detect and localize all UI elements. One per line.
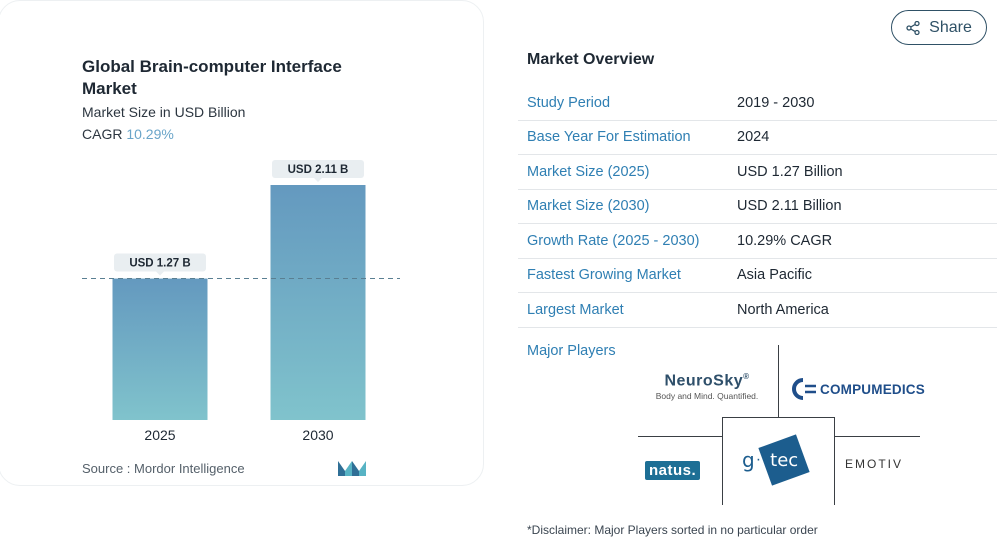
chart-subtitle: Market Size in USD Billion	[82, 104, 246, 120]
neurosky-name: NeuroSky	[664, 372, 744, 390]
x-tick-label: 2030	[302, 427, 333, 443]
data-label: USD 1.27 B	[129, 258, 190, 270]
overview-row-label: Market Size (2025)	[527, 163, 650, 180]
overview-row-label: Largest Market	[527, 301, 624, 318]
grid-divider	[778, 345, 779, 417]
gtec-g: g	[742, 448, 755, 472]
data-label: USD 2.11 B	[288, 164, 349, 176]
overview-row-value: USD 1.27 Billion	[737, 163, 843, 180]
overview-row: Largest Market North America	[518, 293, 997, 328]
overview-row-value: Asia Pacific	[737, 267, 812, 284]
share-label: Share	[929, 18, 972, 36]
overview-row-label: Study Period	[527, 94, 611, 111]
overview-row-value: 2019 - 2030	[737, 94, 815, 111]
mordor-intelligence-logo	[338, 461, 366, 476]
major-players-grid	[638, 345, 920, 505]
bar-2025	[112, 278, 208, 420]
cagr-label: CAGR	[82, 126, 123, 142]
compumedics-mark-icon	[792, 378, 816, 400]
neurosky-logo: NeuroSky® Body and Mind. Quantified.	[648, 372, 766, 401]
emotiv-logo: EMOTIV	[845, 457, 904, 471]
grid-divider	[638, 436, 722, 437]
overview-row-value: North America	[737, 301, 829, 318]
bar-chart: USD 1.27 B 2025 USD 2.11 B 2030	[82, 160, 400, 443]
compumedics-name: COMPUMEDICS	[820, 381, 925, 397]
overview-row-label: Base Year For Estimation	[527, 129, 691, 146]
natus-logo: natus.	[645, 461, 701, 480]
bar-2030	[270, 185, 366, 420]
overview-row: Market Size (2025) USD 1.27 Billion	[518, 155, 997, 190]
overview-row: Growth Rate (2025 - 2030) 10.29% CAGR	[518, 224, 997, 259]
overview-row-label: Growth Rate (2025 - 2030)	[527, 232, 700, 249]
overview-row-value: USD 2.11 Billion	[737, 198, 842, 215]
grid-divider	[834, 436, 920, 437]
major-players-label: Major Players	[527, 343, 616, 359]
grid-divider	[722, 417, 723, 505]
x-tick-label: 2025	[144, 427, 175, 443]
overview-row: Fastest Growing Market Asia Pacific	[518, 259, 997, 293]
data-label-pointer	[156, 271, 164, 276]
share-button[interactable]: Share	[891, 10, 987, 45]
overview-title: Market Overview	[527, 51, 655, 68]
chart-source: Source : Mordor Intelligence	[82, 461, 245, 476]
gtec-tec-box: tec	[758, 434, 810, 486]
overview-row-label: Market Size (2030)	[527, 198, 650, 215]
gtec-tec: tec	[770, 449, 799, 471]
chart-cagr: CAGR 10.29%	[82, 126, 174, 142]
overview-row-value: 10.29% CAGR	[737, 232, 833, 249]
neurosky-tagline: Body and Mind. Quantified.	[655, 391, 759, 402]
overview-row: Study Period 2019 - 2030	[518, 86, 997, 121]
chart-title: Global Brain-computer Interface Market	[82, 57, 342, 98]
market-chart-card	[0, 0, 484, 486]
disclaimer: *Disclaimer: Major Players sorted in no …	[527, 523, 818, 537]
cagr-value: 10.29%	[126, 126, 174, 142]
data-label-background	[272, 160, 364, 178]
overview-row: Base Year For Estimation 2024	[518, 121, 997, 155]
grid-divider	[834, 417, 835, 505]
data-label-background	[114, 253, 206, 272]
overview-row-label: Fastest Growing Market	[527, 267, 681, 284]
overview-table: Study Period 2019 - 2030 Base Year For Est…	[518, 86, 997, 328]
gtec-logo: g · tec	[742, 434, 810, 486]
data-label-pointer	[314, 178, 322, 182]
compumedics-logo: COMPUMEDICS	[788, 378, 925, 400]
overview-row: Market Size (2030) USD 2.11 Billion	[518, 190, 997, 224]
overview-row-value: 2024	[737, 129, 770, 146]
share-icon	[906, 20, 920, 35]
grid-divider	[722, 417, 835, 418]
